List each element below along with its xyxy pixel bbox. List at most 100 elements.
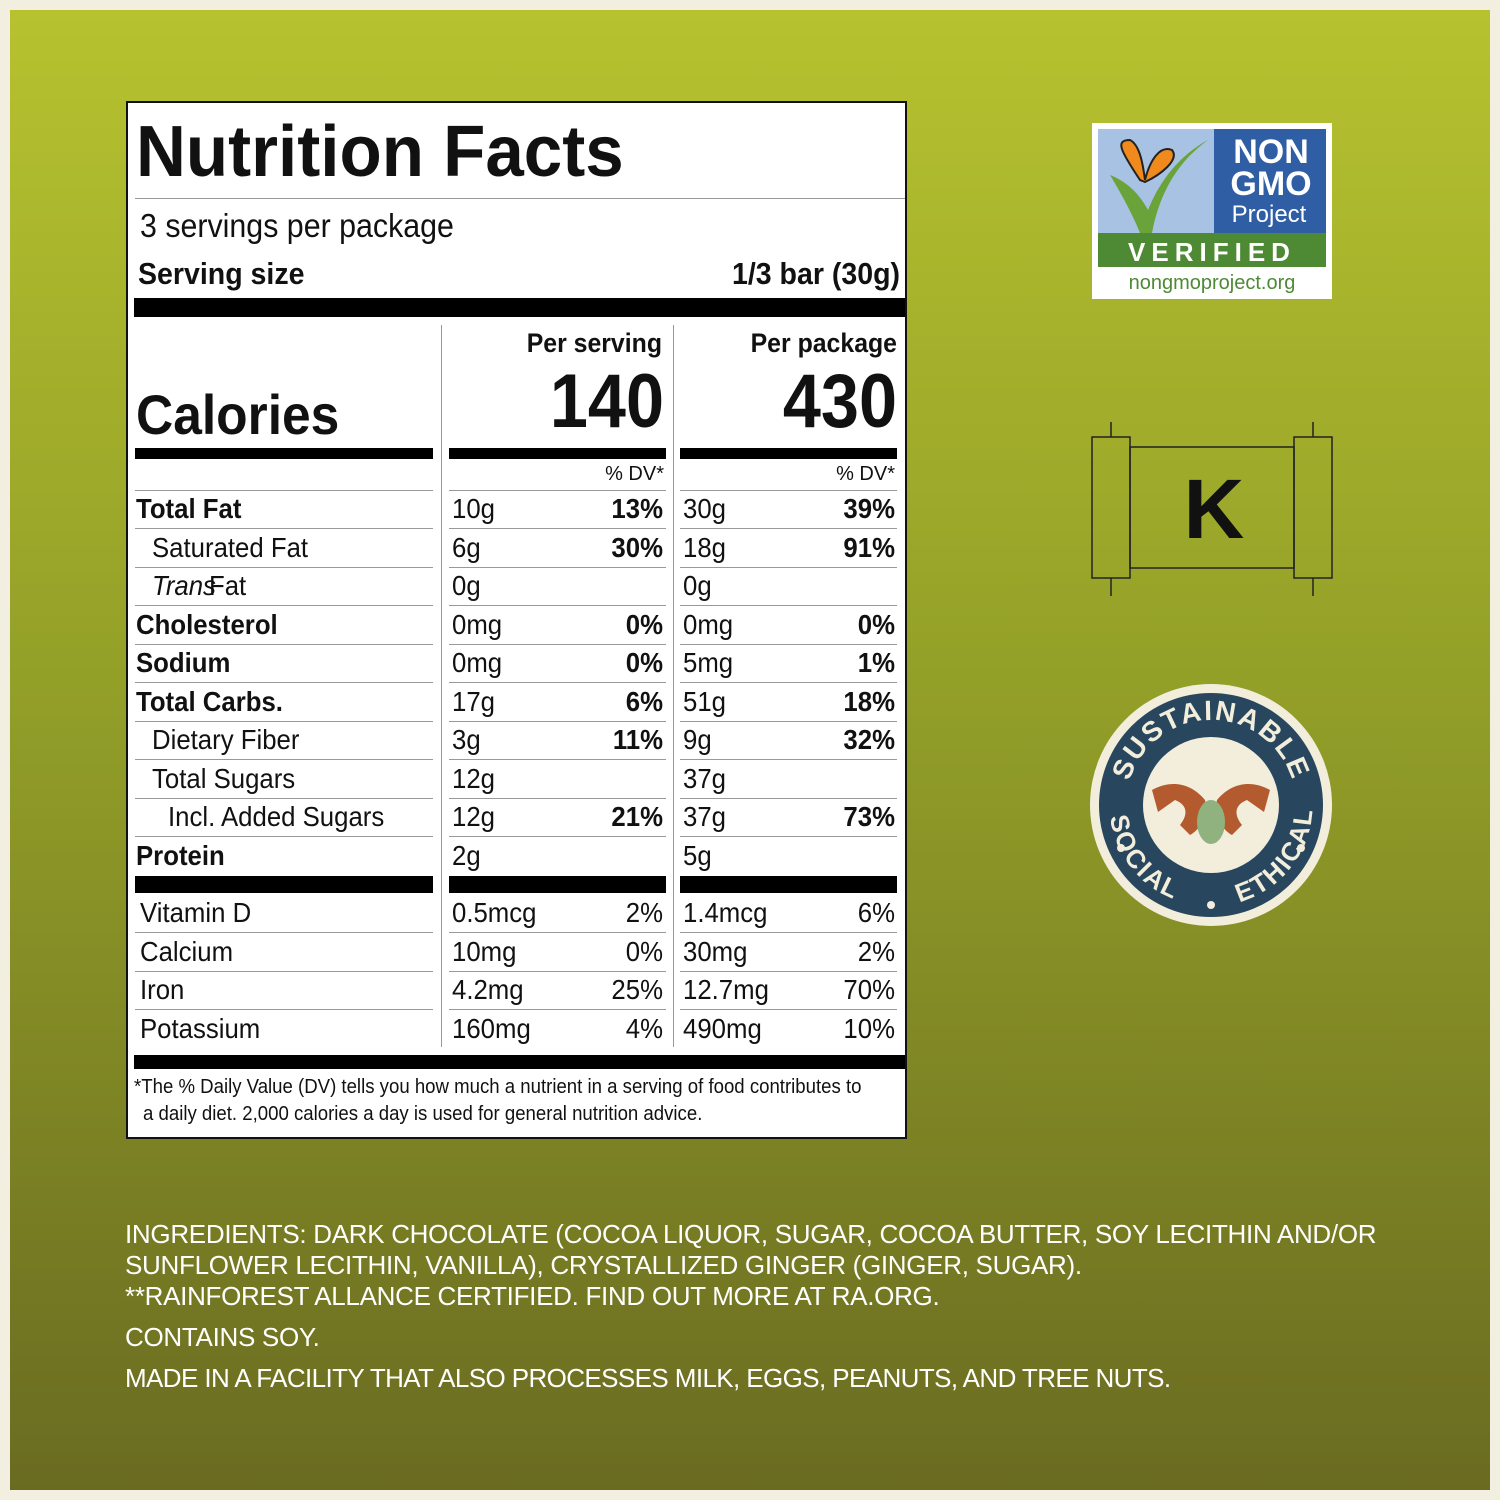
thick-rule — [134, 1055, 905, 1069]
sustainable-dot — [1117, 844, 1125, 852]
amount-serving: 3g — [452, 724, 481, 755]
dv-serving: 2% — [625, 897, 663, 928]
amount-serving: 2g — [452, 839, 481, 871]
non-gmo-verified: VERIFIED — [1128, 237, 1296, 267]
amount-serving: 12g — [452, 801, 495, 832]
row-line — [680, 798, 897, 799]
ingredients-line: **RAINFOREST ALLANCE CERTIFIED. FIND OUT… — [125, 1281, 940, 1311]
medium-rule — [449, 876, 666, 893]
nutrient-name: Protein — [136, 839, 225, 871]
non-gmo-verified-bar — [1098, 233, 1326, 267]
amount-package: 37g — [683, 801, 726, 832]
dv-serving: 0% — [625, 935, 663, 967]
row-line — [135, 567, 433, 568]
dv-header: % DV* — [836, 463, 895, 485]
nutrient-name: Calcium — [140, 935, 234, 967]
nutrient-name: Trans — [152, 570, 216, 601]
dv-serving: 30% — [611, 531, 663, 563]
row-line — [680, 759, 897, 760]
amount-serving: 17g — [452, 685, 495, 717]
row-line — [449, 932, 666, 933]
amount-serving: 0mg — [452, 608, 503, 640]
row-line — [135, 798, 433, 799]
dv-serving: 4% — [625, 1012, 663, 1044]
row-line — [135, 490, 433, 491]
nutrient-name: Total Fat — [136, 493, 242, 524]
nutrient-name: Cholesterol — [136, 608, 278, 640]
dv-package: 39% — [843, 493, 895, 524]
amount-package: 0g — [683, 570, 712, 601]
per-package: Per package — [750, 327, 897, 358]
nutrient-name: Dietary Fiber — [152, 724, 300, 755]
dv-serving: 13% — [611, 493, 663, 524]
separator — [135, 198, 905, 199]
amount-serving: 0mg — [452, 647, 503, 678]
row-line — [680, 567, 897, 568]
amount-package: 490mg — [683, 1012, 762, 1044]
nutrient-name: Saturated Fat — [152, 531, 309, 563]
kosher-mark: K — [1184, 462, 1245, 556]
row-line — [135, 682, 433, 683]
row-line — [449, 836, 666, 837]
row-line — [135, 721, 433, 722]
dv-serving: 6% — [625, 685, 663, 717]
row-line — [449, 721, 666, 722]
row-line — [135, 1009, 433, 1010]
dv-package: 73% — [843, 801, 895, 832]
row-line — [449, 798, 666, 799]
amount-package: 0mg — [683, 608, 734, 640]
amount-serving: 4.2mg — [452, 974, 524, 1005]
nutrient-name: Iron — [140, 974, 185, 1005]
amount-package: 30g — [683, 493, 726, 524]
thick-rule — [134, 298, 905, 317]
row-line — [135, 971, 433, 972]
row-line — [449, 971, 666, 972]
ingredients-line: SUNFLOWER LECITHIN, VANILLA), CRYSTALLIZ… — [125, 1250, 1082, 1280]
row-line — [680, 932, 897, 933]
dv-serving: 0% — [625, 647, 663, 678]
row-line — [449, 644, 666, 645]
non-gmo-url: nongmoproject.org — [1129, 272, 1296, 294]
amount-serving: 0g — [452, 570, 481, 601]
dv-package: 18% — [843, 685, 895, 717]
row-line — [680, 528, 897, 529]
dv-package: 32% — [843, 724, 895, 755]
amount-package: 12.7mg — [683, 974, 769, 1005]
row-line — [449, 605, 666, 606]
dv-serving: 21% — [611, 801, 663, 832]
row-line — [680, 721, 897, 722]
nutrition-title: Nutrition Facts — [136, 112, 624, 192]
nutrient-name: Incl. Added Sugars — [168, 801, 385, 832]
nutrient-name: Sodium — [136, 647, 231, 678]
medium-rule — [449, 448, 666, 459]
row-line — [135, 605, 433, 606]
servings: 3 servings per package — [140, 206, 454, 244]
facility-note: MADE IN A FACILITY THAT ALSO PROCESSES M… — [125, 1363, 1171, 1393]
nutrient-name: Total Carbs. — [136, 685, 283, 717]
calories-label: Calories — [136, 382, 340, 446]
nutrient-name: Potassium — [140, 1012, 261, 1044]
row-line — [135, 759, 433, 760]
amount-serving: 0.5mcg — [452, 897, 537, 928]
dv-package: 10% — [843, 1012, 895, 1044]
row-line — [680, 490, 897, 491]
nutrient-name: Fat — [209, 570, 247, 601]
row-line — [680, 682, 897, 683]
dv-serving: 0% — [625, 608, 663, 640]
serving-size-value: 1/3 bar (30g) — [731, 256, 900, 291]
dv-header: % DV* — [605, 463, 664, 485]
row-line — [449, 759, 666, 760]
amount-serving: 10g — [452, 493, 495, 524]
footnote: *The % Daily Value (DV) tells you how mu… — [134, 1076, 862, 1098]
column-divider — [673, 325, 674, 1047]
column-divider — [441, 325, 442, 1047]
row-line — [680, 836, 897, 837]
amount-package: 1.4mcg — [683, 897, 768, 928]
calories-package: 430 — [782, 358, 897, 444]
row-line — [680, 971, 897, 972]
footnote: a daily diet. 2,000 calories a day is us… — [143, 1103, 703, 1125]
row-line — [135, 932, 433, 933]
amount-package: 5g — [683, 839, 712, 871]
amount-package: 37g — [683, 762, 726, 794]
